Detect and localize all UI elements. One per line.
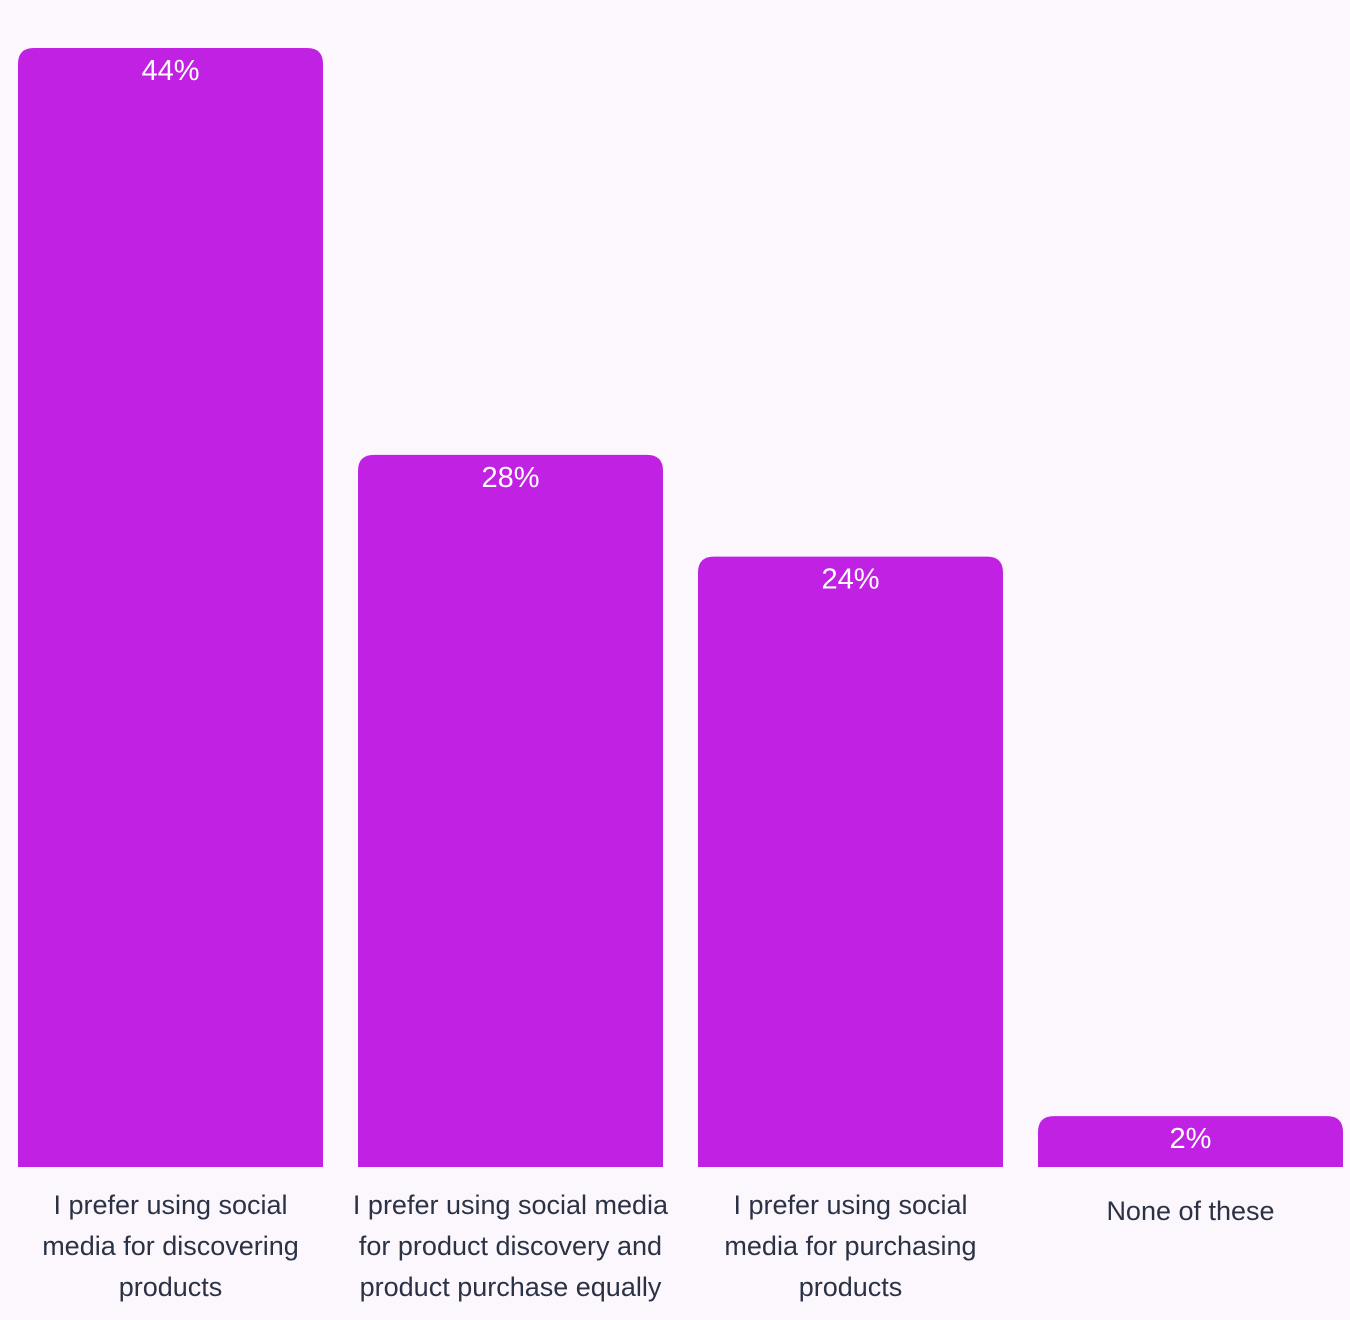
category-label-1: I prefer using social media for discoveri… — [42, 1190, 299, 1302]
category-label-line: I prefer using social — [733, 1190, 967, 1220]
category-label-line: None of these — [1106, 1196, 1274, 1226]
category-label-line: I prefer using social — [53, 1190, 287, 1220]
category-label-2: I prefer using social media for product d… — [353, 1190, 669, 1302]
bar-1 — [18, 48, 323, 1167]
value-label-3: 24% — [821, 564, 879, 596]
value-labels-group: 44% 28% 24% 2% — [141, 55, 1211, 1155]
bar-4 — [1038, 1116, 1343, 1167]
value-label-4: 2% — [1170, 1123, 1212, 1155]
category-label-line: products — [119, 1272, 223, 1302]
bar-3 — [698, 556, 1003, 1167]
category-label-3: I prefer using social media for purchasin… — [724, 1190, 976, 1302]
category-label-line: for product discovery and — [359, 1231, 662, 1261]
category-label-line: I prefer using social media — [353, 1190, 669, 1220]
category-labels-group: I prefer using social media for discoveri… — [42, 1190, 1274, 1302]
category-label-line: products — [799, 1272, 903, 1302]
category-label-line: media for discovering — [42, 1231, 299, 1261]
bars-group — [18, 48, 1343, 1168]
category-label-line: media for purchasing — [724, 1231, 976, 1261]
category-label-line: product purchase equally — [360, 1272, 662, 1302]
value-label-1: 44% — [141, 55, 199, 87]
value-label-2: 28% — [481, 462, 539, 494]
bar-2 — [358, 454, 663, 1168]
category-label-4: None of these — [1106, 1196, 1274, 1226]
